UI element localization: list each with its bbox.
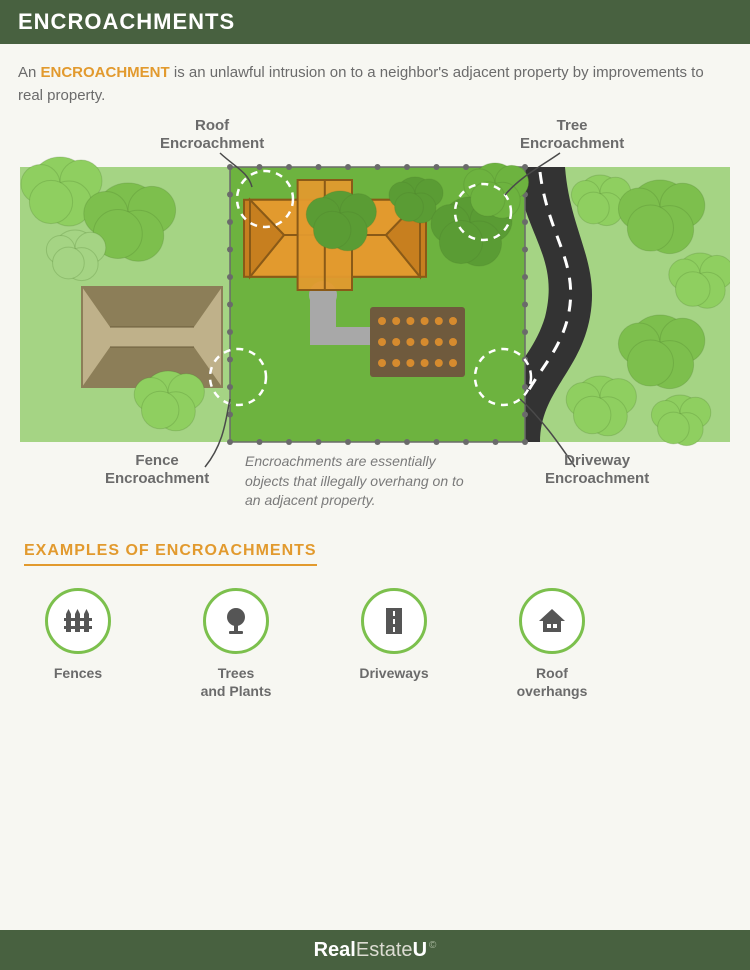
page-title: ENCROACHMENTS	[18, 9, 235, 35]
example-label: Roofoverhangs	[517, 664, 588, 700]
label-tree: TreeEncroachment	[520, 117, 624, 153]
example-roof: Roofoverhangs	[502, 588, 602, 700]
intro-prefix: An	[18, 64, 41, 81]
brand: RealEstateU©	[314, 939, 437, 962]
intro-keyword: ENCROACHMENT	[41, 64, 170, 81]
tree-icon	[203, 588, 269, 654]
intro: An ENCROACHMENT is an unlawful intrusion…	[0, 44, 750, 107]
examples-row: Fences Treesand Plants Driveways Roofoverha…	[0, 566, 750, 700]
fence-icon	[45, 588, 111, 654]
example-tree: Treesand Plants	[186, 588, 286, 700]
examples-title: EXAMPLES OF ENCROACHMENTS	[24, 542, 317, 566]
brand-mark: ©	[429, 940, 436, 951]
example-label: Fences	[54, 664, 102, 682]
header-bar: ENCROACHMENTS	[0, 0, 750, 44]
footer: RealEstateU©	[0, 930, 750, 970]
brand-b2: U	[413, 939, 427, 961]
example-label: Treesand Plants	[201, 664, 272, 700]
brand-mid: Estate	[356, 939, 413, 961]
label-fence: FenceEncroachment	[105, 452, 209, 488]
page: ENCROACHMENTS An ENCROACHMENT is an unla…	[0, 0, 750, 970]
example-fence: Fences	[28, 588, 128, 700]
example-label: Driveways	[359, 664, 428, 682]
label-driveway: DrivewayEncroachment	[545, 452, 649, 488]
road-icon	[361, 588, 427, 654]
brand-b1: Real	[314, 939, 356, 961]
diagram: RoofEncroachment TreeEncroachment FenceEnc…	[20, 117, 730, 517]
example-road: Driveways	[344, 588, 444, 700]
roof-icon	[519, 588, 585, 654]
diagram-caption: Encroachments are essentially objects th…	[245, 452, 465, 511]
label-roof: RoofEncroachment	[160, 117, 264, 153]
